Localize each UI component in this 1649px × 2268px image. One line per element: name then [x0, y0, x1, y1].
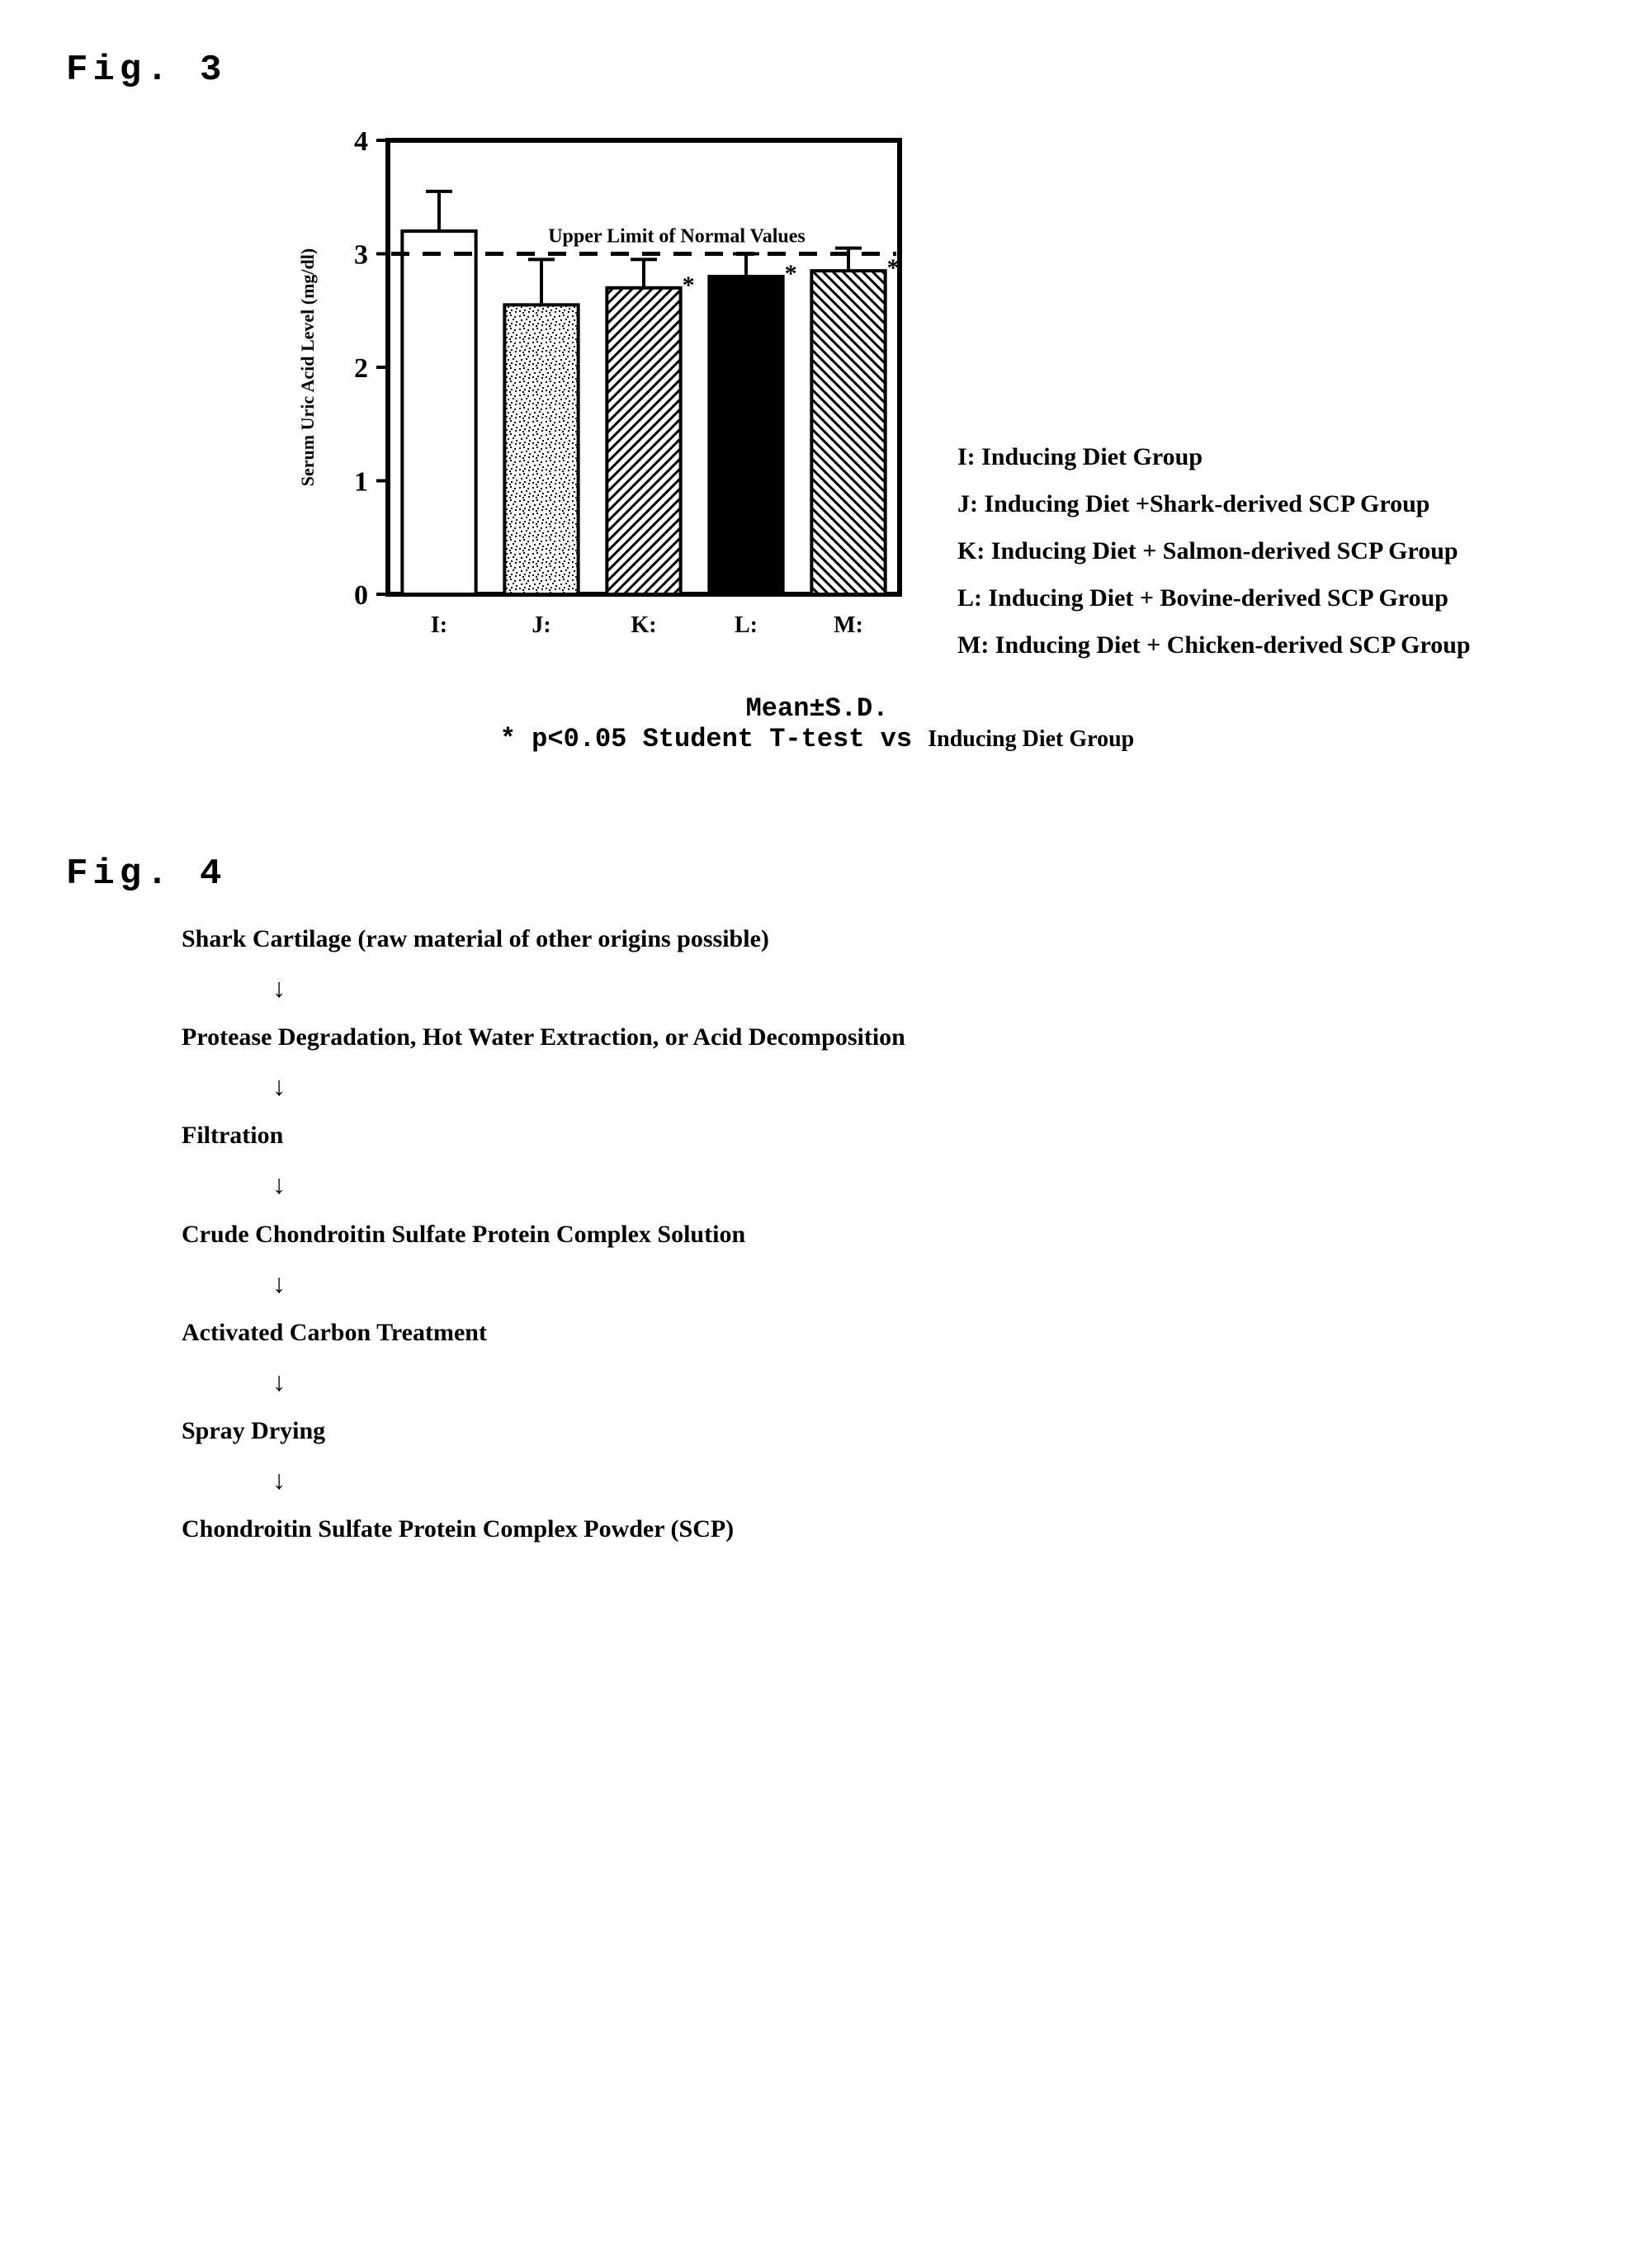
legend-item: L: Inducing Diet + Bovine-derived SCP Gr… — [957, 574, 1471, 621]
flow-step: Chondroitin Sulfate Protein Complex Powd… — [182, 1510, 1583, 1549]
legend-item: K: Inducing Diet + Salmon-derived SCP Gr… — [957, 527, 1471, 574]
fig3-label: Fig. 3 — [66, 50, 1583, 91]
svg-text:1: 1 — [354, 467, 368, 498]
flow-step: Protease Degradation, Hot Water Extracti… — [182, 1018, 1583, 1057]
fig3-bar-chart: 0 1 2 3 4 Serum Uric Acid Level (mg/dl) I: J: * K… — [281, 116, 924, 677]
stats-significance: * p<0.05 Student T-test vs Inducing Diet… — [281, 724, 1354, 754]
flow-arrow-icon: ↓ — [272, 1263, 1583, 1305]
bar-J — [504, 305, 578, 594]
svg-text:I:: I: — [431, 612, 447, 638]
svg-text:*: * — [785, 260, 797, 287]
flow-step: Activated Carbon Treatment — [182, 1313, 1583, 1353]
bar-I — [402, 231, 475, 594]
svg-text:3: 3 — [354, 240, 368, 271]
fig4-label: Fig. 4 — [66, 853, 1583, 895]
flow-step: Spray Drying — [182, 1411, 1583, 1451]
svg-text:M:: M: — [834, 612, 863, 638]
flow-arrow-icon: ↓ — [272, 1459, 1583, 1501]
fig3-chart: 0 1 2 3 4 Serum Uric Acid Level (mg/dl) I: J: * K… — [281, 116, 924, 677]
flow-arrow-icon: ↓ — [272, 1164, 1583, 1206]
legend-item: M: Inducing Diet + Chicken-derived SCP G… — [957, 621, 1471, 669]
svg-text:*: * — [887, 254, 900, 281]
flow-step: Shark Cartilage (raw material of other o… — [182, 919, 1583, 959]
flow-arrow-icon: ↓ — [272, 1361, 1583, 1403]
fig4-flowchart: Shark Cartilage (raw material of other o… — [182, 919, 1583, 1549]
flow-arrow-icon: ↓ — [272, 967, 1583, 1009]
stats-suffix: Inducing Diet Group — [928, 726, 1134, 752]
fig3-legend: I: Inducing Diet Group J: Inducing Diet … — [957, 433, 1471, 677]
flow-step: Filtration — [182, 1116, 1583, 1155]
svg-text:Upper Limit of Normal Values: Upper Limit of Normal Values — [548, 226, 806, 248]
svg-text:4: 4 — [354, 126, 368, 157]
bar-M — [811, 271, 885, 594]
svg-text:J:: J: — [532, 612, 550, 638]
fig3-stats: Mean±S.D. * p<0.05 Student T-test vs Ind… — [281, 693, 1354, 754]
svg-text:Serum Uric Acid Level (mg/dl): Serum Uric Acid Level (mg/dl) — [297, 248, 318, 486]
fig3-container: 0 1 2 3 4 Serum Uric Acid Level (mg/dl) I: J: * K… — [281, 116, 1583, 677]
legend-item: I: Inducing Diet Group — [957, 433, 1471, 480]
bar-L — [709, 276, 782, 594]
stats-mean-sd: Mean±S.D. — [281, 693, 1354, 724]
flow-step: Crude Chondroitin Sulfate Protein Comple… — [182, 1215, 1583, 1254]
svg-text:2: 2 — [354, 353, 368, 384]
svg-text:L:: L: — [735, 612, 758, 638]
svg-text:*: * — [683, 272, 695, 299]
svg-text:0: 0 — [354, 580, 368, 611]
bar-K — [607, 288, 680, 594]
stats-prefix: * p<0.05 Student T-test vs — [500, 724, 928, 754]
legend-item: J: Inducing Diet +Shark-derived SCP Grou… — [957, 480, 1471, 527]
flow-arrow-icon: ↓ — [272, 1065, 1583, 1108]
svg-text:K:: K: — [631, 612, 656, 638]
